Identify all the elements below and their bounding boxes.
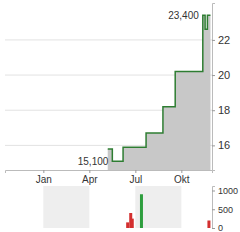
tick-mark — [89, 170, 90, 173]
tick: 20 — [212, 69, 230, 81]
tick-label: Okt — [174, 174, 190, 185]
tick-mark — [212, 40, 215, 41]
tick-mark — [212, 75, 215, 76]
tick-mark — [43, 170, 44, 173]
tick: Apr — [82, 170, 98, 185]
shade-band — [135, 186, 181, 228]
tick-label: Apr — [82, 174, 98, 185]
chart: 23,400 15,100 16 18 20 22 Jan Apr Jul Okt 0 500 1000 — [0, 0, 240, 232]
tick-mark — [135, 170, 136, 173]
volume-bar — [126, 222, 129, 228]
tick: 18 — [212, 104, 230, 116]
tick-mark — [212, 110, 215, 111]
tick: 16 — [212, 139, 230, 151]
x-axis: Jan Apr Jul Okt — [6, 170, 213, 185]
volume-bar — [131, 219, 134, 228]
annotation: 15,100 — [78, 156, 109, 167]
volume-plot — [126, 194, 210, 228]
tick: 0 — [212, 223, 223, 232]
tick-label: 0 — [218, 223, 223, 232]
price-area — [108, 15, 211, 170]
tick: 1000 — [212, 186, 238, 196]
tick: 500 — [212, 205, 233, 215]
axis-line — [213, 4, 216, 171]
tick-mark — [212, 191, 215, 192]
tick-mark — [212, 209, 215, 210]
volume-y-axis: 0 500 1000 — [212, 186, 238, 232]
y-axis: 16 18 20 22 — [212, 4, 230, 171]
annotation: 23,400 — [168, 10, 199, 21]
tick: Jan — [36, 170, 52, 185]
price-line — [108, 15, 211, 161]
shade-band — [43, 186, 89, 228]
tick-mark — [212, 145, 215, 146]
tick-mark — [212, 228, 215, 229]
volume-shading — [43, 186, 181, 228]
axis-line — [6, 171, 213, 174]
tick-label: Jan — [36, 174, 52, 185]
volume-bar — [140, 194, 143, 228]
tick-label: 20 — [218, 69, 230, 81]
tick: Okt — [174, 170, 190, 185]
tick: Jul — [129, 170, 142, 185]
tick-label: Jul — [129, 174, 142, 185]
tick-label: 16 — [218, 139, 230, 151]
tick-label: 500 — [218, 205, 233, 215]
tick: 22 — [212, 34, 230, 46]
tick-label: 1000 — [218, 186, 238, 196]
tick-mark — [181, 170, 182, 173]
axis-line — [213, 187, 216, 229]
volume-bar — [207, 221, 210, 229]
tick-label: 22 — [218, 34, 230, 46]
tick-label: 18 — [218, 104, 230, 116]
plot-area — [108, 15, 211, 170]
grid-line — [5, 39, 212, 40]
